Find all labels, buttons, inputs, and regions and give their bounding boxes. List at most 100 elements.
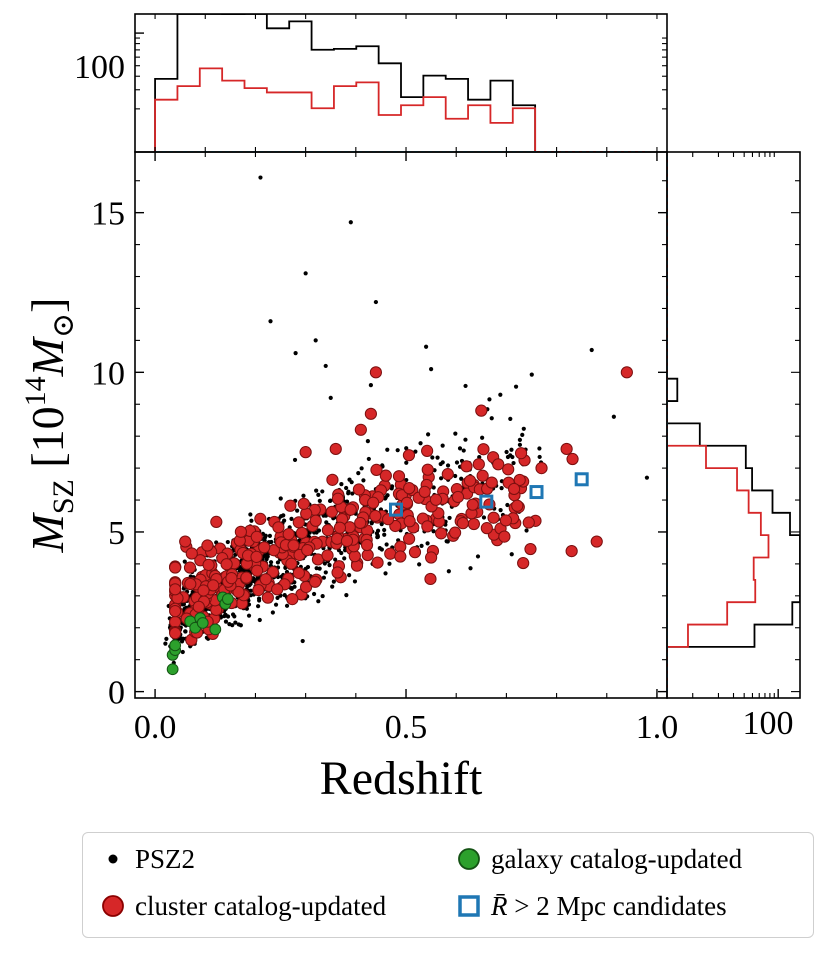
psz2-point [379, 522, 384, 527]
psz2-point [446, 569, 451, 574]
psz2-point [323, 363, 328, 369]
psz2-point [164, 636, 169, 641]
x-axis-label: Redshift [320, 752, 483, 805]
psz2-point [445, 539, 450, 544]
cluster-point [331, 492, 345, 505]
right-hist-cluster-step [667, 155, 770, 692]
cluster-point [292, 516, 305, 529]
cluster-point [261, 591, 274, 604]
cluster-point [169, 605, 182, 618]
cluster-point [282, 528, 295, 541]
candidate-point [388, 502, 403, 517]
cluster-point [295, 526, 309, 540]
psz2-point [281, 513, 286, 518]
cluster-point [251, 564, 264, 577]
cluster-point [321, 524, 335, 537]
psz2-point [257, 617, 262, 623]
cluster-point [590, 535, 603, 548]
cluster-point [535, 462, 548, 475]
psz2-point [256, 596, 262, 601]
psz2-point [258, 175, 263, 180]
psz2-point [300, 638, 305, 644]
legend: PSZ2 cluster catalog-updated galaxy cata… [82, 832, 814, 938]
cluster-point [513, 473, 526, 487]
psz2-point [430, 455, 435, 460]
psz2-point [537, 446, 542, 451]
cluster-point [250, 550, 263, 563]
cluster-point [285, 557, 298, 570]
psz2-point [301, 493, 306, 498]
psz2-point [232, 614, 237, 619]
psz2-point [316, 492, 321, 497]
cluster-point [364, 407, 377, 420]
psz2-point [368, 382, 373, 388]
psz2-point [339, 550, 344, 556]
psz2-point [431, 529, 436, 534]
psz2-point [453, 473, 458, 479]
psz2-point [313, 338, 318, 343]
cluster-point [360, 538, 374, 552]
legend-item-psz2: PSZ2 [91, 842, 195, 876]
cluster-point [514, 447, 528, 460]
psz2-point [278, 496, 283, 501]
psz2-point [179, 639, 185, 644]
psz2-point [369, 521, 374, 526]
psz2-point [498, 392, 503, 397]
psz2-point [644, 475, 650, 480]
psz2-point [468, 566, 473, 571]
cluster-point [466, 498, 479, 511]
psz2-point [447, 515, 452, 521]
cluster-point [402, 449, 416, 462]
cluster-point [232, 585, 245, 599]
cluster-point [207, 579, 220, 592]
psz2-point [520, 432, 525, 437]
cluster-point [234, 525, 247, 538]
psz2-point [524, 528, 529, 533]
psz2-point [344, 593, 349, 598]
cluster-point [403, 515, 416, 528]
cluster-point [480, 522, 493, 535]
psz2-point [293, 351, 298, 356]
psz2-point [282, 592, 287, 598]
galaxy-point [221, 593, 234, 605]
psz2-point [611, 414, 616, 419]
cluster-point [451, 490, 465, 504]
psz2-point [163, 641, 168, 646]
cluster-point [197, 584, 210, 597]
cluster-point [560, 442, 573, 456]
psz2-point [385, 493, 390, 498]
psz2-point [498, 508, 503, 513]
psz2-point [365, 439, 370, 444]
cluster-point [460, 460, 473, 473]
cluster-point [292, 566, 305, 580]
cluster-point [502, 463, 515, 476]
cluster-point [183, 561, 197, 574]
psz2-point [505, 502, 510, 508]
psz2-point [461, 448, 466, 453]
psz2-point [246, 613, 252, 618]
psz2-point [230, 623, 235, 628]
cluster-point [272, 521, 285, 534]
psz2-point [350, 491, 355, 496]
psz2-point [275, 560, 281, 565]
cluster-point [354, 516, 367, 530]
main-scatter-panel: 0.0 0.5 1.0 0 5 10 15 [91, 151, 678, 746]
psz2-point [395, 448, 400, 453]
cluster-point [321, 549, 334, 562]
psz2-point [383, 571, 388, 576]
cluster-point [384, 547, 397, 560]
psz2-point [429, 367, 434, 372]
cluster-point [507, 482, 521, 496]
cluster-point [369, 509, 382, 523]
psz2-point [342, 556, 347, 561]
cluster-point [185, 547, 198, 560]
psz2-point [289, 516, 294, 521]
cluster-point [220, 558, 233, 571]
y-tick-label: 10 [91, 355, 125, 392]
psz2-point [317, 498, 322, 503]
cluster-point [511, 499, 524, 512]
cluster-point [522, 516, 535, 529]
y-tick-label: 0 [108, 675, 125, 712]
cluster-point [499, 514, 512, 527]
legend-label-galaxy: galaxy catalog-updated [491, 843, 743, 874]
